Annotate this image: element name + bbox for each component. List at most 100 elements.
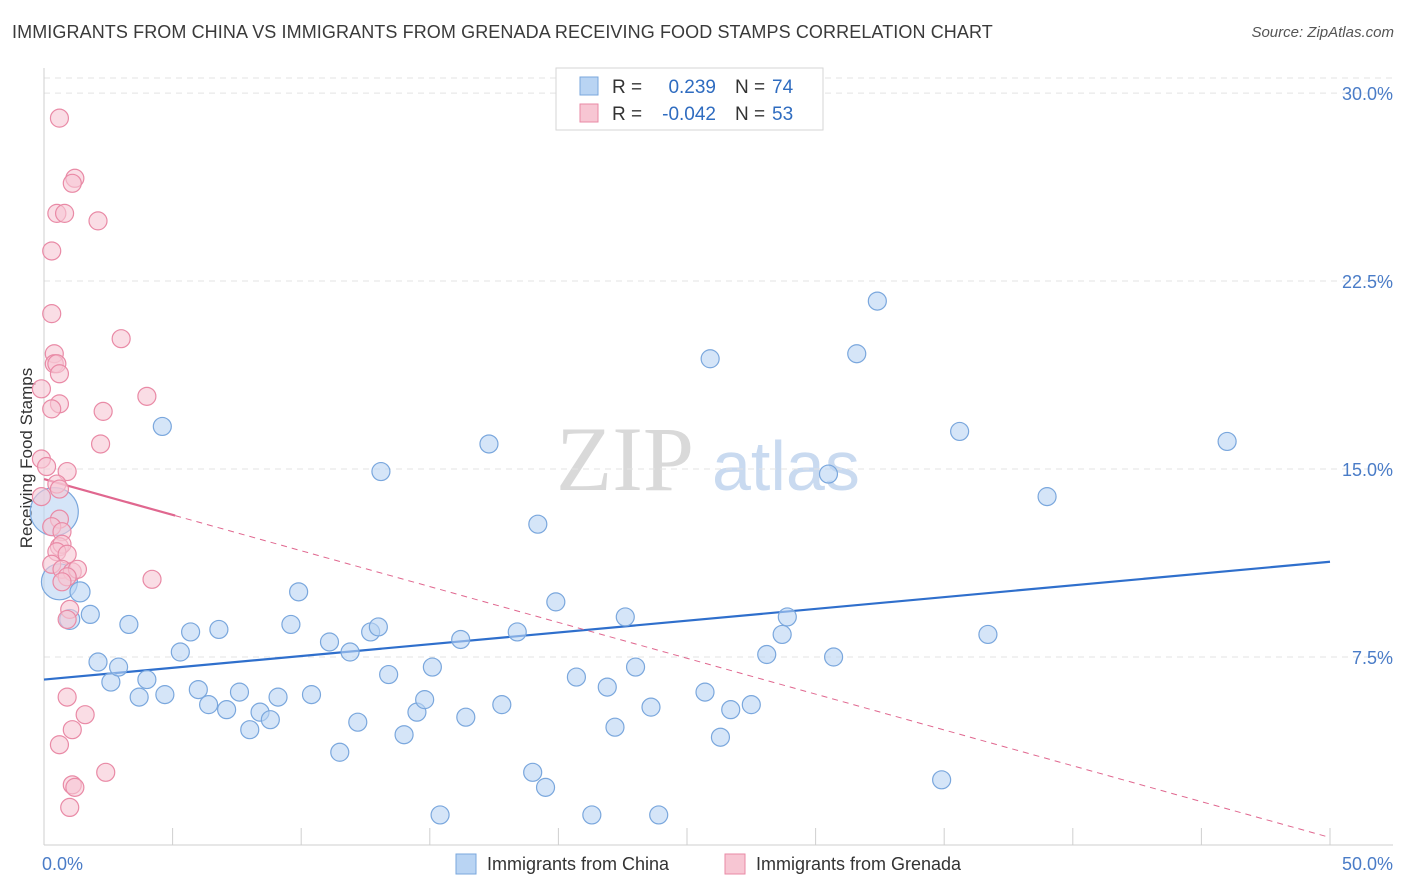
data-point-china — [479, 434, 499, 454]
data-point-china — [777, 607, 797, 627]
x-tick-label-min: 0.0% — [42, 854, 83, 874]
data-point-china — [155, 685, 175, 705]
data-point-grenada — [42, 304, 62, 324]
data-point-china — [319, 632, 340, 652]
bottom-legend-label-grenada: Immigrants from Grenada — [756, 854, 962, 874]
data-point-china — [229, 682, 250, 702]
data-point-china — [137, 669, 157, 690]
data-point-china — [88, 652, 108, 672]
data-point-china — [597, 677, 617, 697]
data-point-china — [371, 461, 391, 482]
data-point-china — [721, 700, 741, 720]
data-point-grenada — [62, 173, 82, 193]
y-tick-label: 30.0% — [1342, 84, 1393, 104]
data-point-china — [181, 622, 201, 642]
data-point-china — [379, 664, 399, 685]
trend-line-china — [43, 560, 1331, 681]
data-point-china — [528, 514, 548, 534]
bottom-legend-swatch-grenada — [724, 853, 746, 875]
data-point-china — [535, 777, 556, 797]
y-tick-label: 7.5% — [1352, 648, 1393, 668]
data-point-grenada — [93, 401, 113, 421]
data-point-grenada — [57, 609, 77, 630]
data-point-china — [170, 642, 190, 662]
data-point-china — [422, 657, 442, 677]
data-point-grenada — [42, 399, 62, 419]
legend-frame — [555, 67, 824, 131]
data-point-grenada — [88, 211, 108, 231]
legend-swatch-grenada — [579, 103, 599, 123]
data-point-china — [348, 712, 368, 732]
legend-r-value-grenada: -0.042 — [662, 104, 716, 125]
data-point-china — [700, 349, 720, 369]
data-point-china — [546, 592, 566, 612]
data-point-grenada — [31, 487, 52, 507]
data-point-china — [209, 619, 229, 640]
data-point-grenada — [57, 687, 77, 707]
data-point-grenada — [75, 705, 95, 725]
trend-line-grenada-dashed — [175, 515, 1331, 838]
data-point-china — [415, 690, 435, 710]
data-point-china — [1217, 431, 1237, 452]
data-point-grenada — [57, 461, 77, 482]
bottom-legend-label-china: Immigrants from China — [487, 854, 670, 874]
data-point-china — [582, 805, 602, 825]
data-point-china — [456, 707, 476, 727]
data-point-grenada — [49, 108, 70, 128]
data-point-grenada — [60, 797, 80, 818]
data-point-china — [430, 805, 450, 825]
watermark-atlas: atlas — [712, 427, 860, 505]
legend-r-value-china: 0.239 — [668, 77, 716, 98]
data-point-china — [625, 657, 646, 677]
data-point-china — [268, 687, 288, 707]
data-point-china — [217, 700, 237, 720]
data-point-china — [108, 657, 129, 677]
data-point-grenada — [49, 735, 70, 755]
data-point-grenada — [54, 203, 75, 223]
data-point-china — [69, 581, 91, 603]
data-point-china — [507, 622, 527, 642]
data-point-grenada — [137, 386, 157, 406]
legend-r-label-china: R = — [612, 77, 642, 98]
data-point-china — [394, 725, 414, 745]
data-point-china — [199, 695, 219, 715]
data-point-china — [741, 695, 761, 715]
legend-n-value-grenada: 53 — [772, 104, 793, 125]
data-point-china — [824, 647, 844, 667]
data-point-grenada — [36, 456, 57, 477]
grid-lines — [44, 77, 1393, 658]
legend-n-value-china: 74 — [772, 77, 794, 98]
data-point-grenada — [31, 379, 52, 399]
bottom-legend: Immigrants from China Immigrants from Gr… — [455, 853, 962, 875]
data-point-china — [451, 629, 471, 650]
data-point-china — [710, 727, 731, 747]
data-point-china — [492, 695, 512, 715]
data-point-china — [330, 742, 350, 762]
x-tick-label-max: 50.0% — [1342, 854, 1393, 874]
legend-n-label-grenada: N = — [735, 104, 765, 125]
data-point-china — [867, 291, 887, 311]
data-point-grenada — [62, 720, 82, 740]
data-point-china — [281, 614, 301, 635]
data-point-china — [119, 614, 139, 635]
data-point-china — [301, 685, 322, 705]
data-point-china — [129, 687, 149, 707]
data-point-china — [932, 770, 952, 790]
data-point-china — [695, 682, 715, 702]
data-point-china — [260, 710, 280, 730]
data-point-china — [772, 624, 792, 645]
data-point-china — [641, 697, 661, 717]
data-point-grenada — [90, 434, 111, 454]
bottom-legend-swatch-china — [455, 853, 477, 875]
data-point-china — [1037, 487, 1057, 507]
y-tick-label: 22.5% — [1342, 272, 1393, 292]
x-axis-ticks — [43, 828, 1331, 845]
watermark-zip: ZIP — [556, 408, 694, 510]
data-point-china — [649, 805, 669, 825]
data-point-china — [950, 421, 970, 442]
series-china-points — [29, 291, 1237, 825]
data-point-china — [188, 679, 208, 700]
legend-swatch-china — [579, 76, 599, 96]
data-point-grenada — [49, 364, 70, 384]
